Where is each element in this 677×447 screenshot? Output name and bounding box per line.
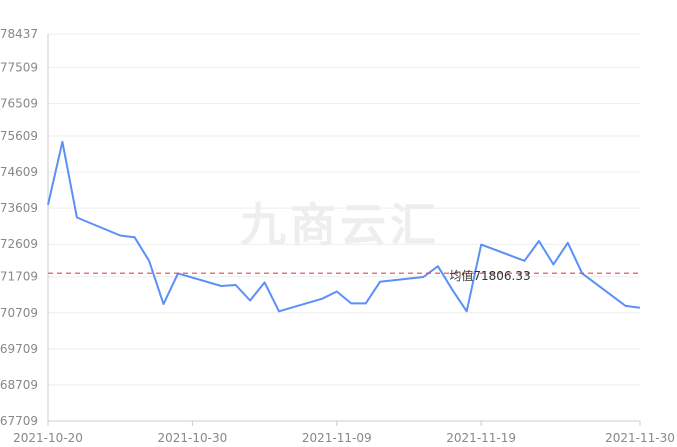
- y-tick-label: 76509: [0, 97, 38, 111]
- watermark: 九商云汇: [240, 198, 440, 252]
- average-label: 均值71806.33: [449, 268, 530, 283]
- axes: [47, 34, 641, 426]
- y-tick-label: 69709: [0, 342, 38, 356]
- y-tick-label: 75609: [0, 129, 38, 143]
- y-tick-label: 71709: [0, 270, 38, 284]
- x-tick-label: 2021-10-20: [13, 431, 83, 445]
- y-tick-label: 68709: [0, 378, 38, 392]
- x-tick-label: 2021-10-30: [158, 431, 228, 445]
- x-tick-label: 2021-11-30: [605, 431, 675, 445]
- x-tick-label: 2021-11-19: [446, 431, 516, 445]
- series-line: [47, 140, 641, 313]
- y-tick-label: 74609: [0, 165, 38, 179]
- y-tick-label: 70709: [0, 306, 38, 320]
- y-tick-label: 72609: [0, 237, 38, 251]
- x-axis-labels: 2021-10-20 2021-10-30 2021-11-09 2021-11-19…: [13, 431, 675, 445]
- gridlines: [48, 33, 640, 386]
- y-tick-label: 78437: [0, 27, 38, 41]
- x-tick-label: 2021-11-09: [302, 431, 372, 445]
- y-tick-label: 73609: [0, 201, 38, 215]
- y-axis-labels: 67709 68709 69709 70709 71709 72609 73609 74609…: [0, 27, 38, 428]
- y-tick-label: 77509: [0, 60, 38, 74]
- y-tick-label: 67709: [0, 414, 38, 428]
